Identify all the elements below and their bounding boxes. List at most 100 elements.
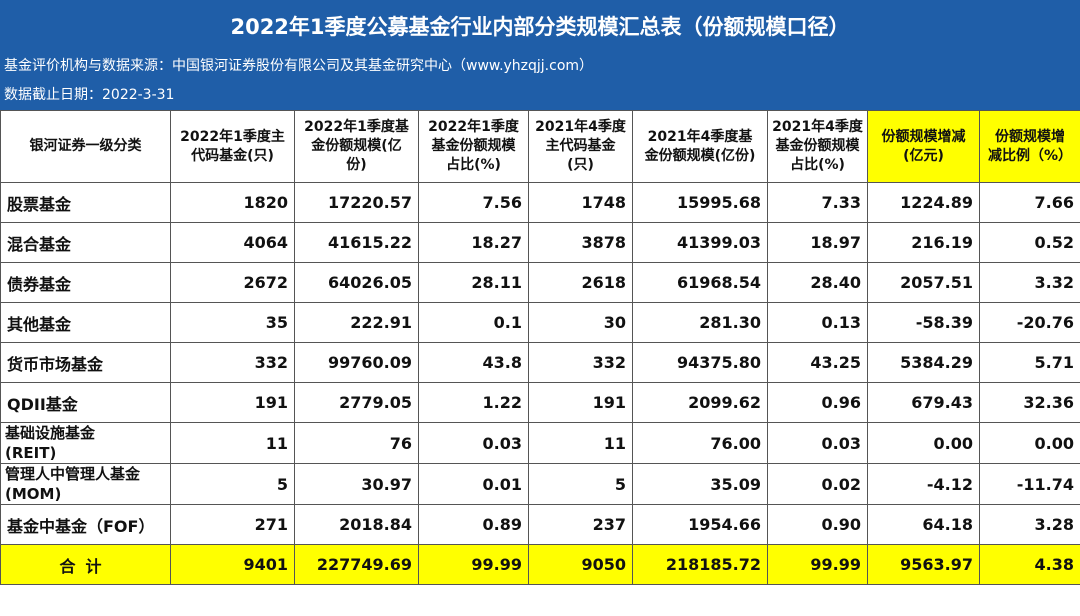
cell-value: -11.74 xyxy=(979,463,1080,505)
cell-value: 0.03 xyxy=(418,422,529,464)
total-value: 9563.97 xyxy=(867,544,980,585)
total-label: 合计 xyxy=(0,544,171,585)
table-row: 管理人中管理人基金 (MOM) 5 30.97 0.01 5 35.09 0.02… xyxy=(0,463,1080,505)
cell-value: 28.11 xyxy=(418,262,529,303)
header-change-ratio: 份额规模增 减比例（%） xyxy=(979,110,1080,183)
cell-value: 2057.51 xyxy=(867,262,980,303)
header-q1-count: 2022年1季度主 代码基金(只) xyxy=(170,110,295,183)
cell-value: 271 xyxy=(170,504,295,545)
cell-value: 2099.62 xyxy=(632,382,768,423)
cell-value: 0.03 xyxy=(767,422,868,464)
total-value: 4.38 xyxy=(979,544,1080,585)
table-header-row: 银河证券一级分类 2022年1季度主 代码基金(只) 2022年1季度基 金份额规模… xyxy=(0,110,1080,183)
cell-value: 64026.05 xyxy=(294,262,419,303)
cell-value: 0.13 xyxy=(767,302,868,343)
cell-value: 1224.89 xyxy=(867,182,980,223)
cell-value: 332 xyxy=(170,342,295,383)
cell-value: 0.02 xyxy=(767,463,868,505)
cell-value: 2779.05 xyxy=(294,382,419,423)
total-value: 218185.72 xyxy=(632,544,768,585)
cell-value: 30.97 xyxy=(294,463,419,505)
cell-value: 0.90 xyxy=(767,504,868,545)
row-category: 基金中基金（FOF） xyxy=(0,504,171,545)
cell-value: 3878 xyxy=(528,222,633,263)
cell-value: 237 xyxy=(528,504,633,545)
header-scale-change: 份额规模增减 (亿元) xyxy=(867,110,980,183)
cell-value: 43.25 xyxy=(767,342,868,383)
cell-value: 99760.09 xyxy=(294,342,419,383)
total-value: 99.99 xyxy=(767,544,868,585)
cell-value: 2618 xyxy=(528,262,633,303)
total-value: 227749.69 xyxy=(294,544,419,585)
cell-value: 0.96 xyxy=(767,382,868,423)
date-line: 数据截止日期：2022-3-31 xyxy=(0,81,1080,110)
page-title: 2022年1季度公募基金行业内部分类规模汇总表（份额规模口径） xyxy=(0,0,1080,52)
table-row: QDII基金 191 2779.05 1.22 191 2099.62 0.96… xyxy=(0,382,1080,423)
cell-value: 18.97 xyxy=(767,222,868,263)
cell-value: 1954.66 xyxy=(632,504,768,545)
header-category: 银河证券一级分类 xyxy=(0,110,171,183)
cell-value: 76 xyxy=(294,422,419,464)
header-q4-count: 2021年4季度 主代码基金 (只) xyxy=(528,110,633,183)
cell-value: 7.56 xyxy=(418,182,529,223)
cell-value: 5.71 xyxy=(979,342,1080,383)
cell-value: 76.00 xyxy=(632,422,768,464)
cell-value: 4064 xyxy=(170,222,295,263)
header-q1-share: 2022年1季度 基金份额规模 占比(%) xyxy=(418,110,529,183)
cell-value: 3.28 xyxy=(979,504,1080,545)
cell-value: 191 xyxy=(170,382,295,423)
cell-value: 11 xyxy=(528,422,633,464)
header-q4-scale: 2021年4季度基 金份额规模(亿份) xyxy=(632,110,768,183)
cell-value: 35.09 xyxy=(632,463,768,505)
cell-value: 3.32 xyxy=(979,262,1080,303)
cell-value: 0.1 xyxy=(418,302,529,343)
cell-value: 18.27 xyxy=(418,222,529,263)
row-category: 货币市场基金 xyxy=(0,342,171,383)
cell-value: 5384.29 xyxy=(867,342,980,383)
table-row: 混合基金 4064 41615.22 18.27 3878 41399.03 1… xyxy=(0,222,1080,263)
total-row: 合计 9401 227749.69 99.99 9050 218185.72 9… xyxy=(0,544,1080,585)
total-value: 99.99 xyxy=(418,544,529,585)
fund-scale-table: 银河证券一级分类 2022年1季度主 代码基金(只) 2022年1季度基 金份额规模… xyxy=(0,110,1080,585)
cell-value: 222.91 xyxy=(294,302,419,343)
total-value: 9401 xyxy=(170,544,295,585)
cell-value: 5 xyxy=(170,463,295,505)
cell-value: 41615.22 xyxy=(294,222,419,263)
cell-value: 1820 xyxy=(170,182,295,223)
header-q4-share: 2021年4季度 基金份额规模 占比(%) xyxy=(767,110,868,183)
cell-value: 41399.03 xyxy=(632,222,768,263)
table-row: 债券基金 2672 64026.05 28.11 2618 61968.54 2… xyxy=(0,262,1080,303)
cell-value: 0.00 xyxy=(867,422,980,464)
cell-value: 64.18 xyxy=(867,504,980,545)
cell-value: 32.36 xyxy=(979,382,1080,423)
table-row: 基金中基金（FOF） 271 2018.84 0.89 237 1954.66 … xyxy=(0,504,1080,545)
row-category: 管理人中管理人基金 (MOM) xyxy=(0,463,171,505)
cell-value: 17220.57 xyxy=(294,182,419,223)
cell-value: 7.33 xyxy=(767,182,868,223)
header-q1-scale: 2022年1季度基 金份额规模(亿 份) xyxy=(294,110,419,183)
cell-value: 35 xyxy=(170,302,295,343)
cell-value: 11 xyxy=(170,422,295,464)
cell-value: 0.00 xyxy=(979,422,1080,464)
cell-value: 30 xyxy=(528,302,633,343)
cell-value: 5 xyxy=(528,463,633,505)
cell-value: 191 xyxy=(528,382,633,423)
cell-value: 0.52 xyxy=(979,222,1080,263)
row-category: QDII基金 xyxy=(0,382,171,423)
source-line: 基金评价机构与数据来源：中国银河证券股份有限公司及其基金研究中心（www.yhz… xyxy=(0,52,1080,81)
table-row: 货币市场基金 332 99760.09 43.8 332 94375.80 43… xyxy=(0,342,1080,383)
cell-value: -58.39 xyxy=(867,302,980,343)
table-row: 股票基金 1820 17220.57 7.56 1748 15995.68 7.… xyxy=(0,182,1080,223)
cell-value: 679.43 xyxy=(867,382,980,423)
table-row: 基础设施基金 (REIT) 11 76 0.03 11 76.00 0.03 0.… xyxy=(0,422,1080,464)
cell-value: 0.89 xyxy=(418,504,529,545)
row-category: 债券基金 xyxy=(0,262,171,303)
row-category: 混合基金 xyxy=(0,222,171,263)
cell-value: 1748 xyxy=(528,182,633,223)
cell-value: 43.8 xyxy=(418,342,529,383)
table-row: 其他基金 35 222.91 0.1 30 281.30 0.13 -58.39… xyxy=(0,302,1080,343)
row-category: 其他基金 xyxy=(0,302,171,343)
cell-value: 281.30 xyxy=(632,302,768,343)
row-category: 股票基金 xyxy=(0,182,171,223)
cell-value: 15995.68 xyxy=(632,182,768,223)
